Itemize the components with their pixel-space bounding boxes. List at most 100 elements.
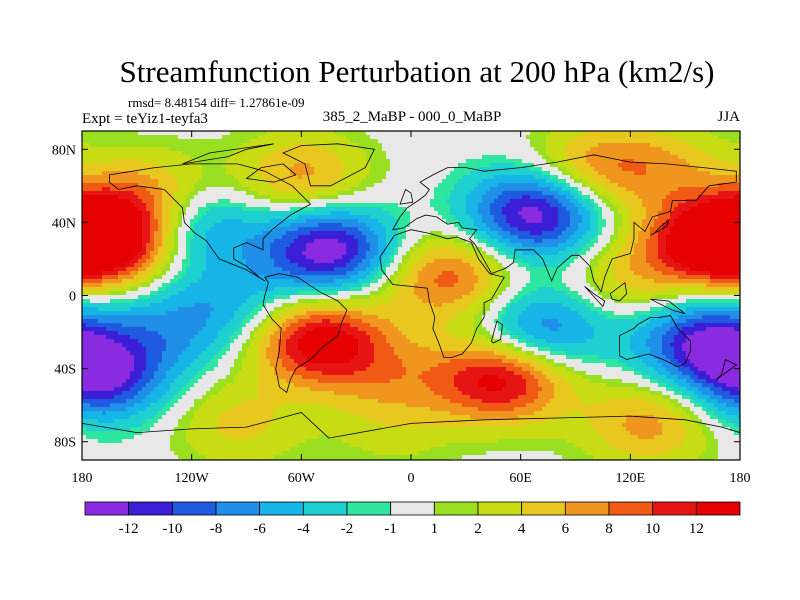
field-cell [250, 187, 255, 192]
field-cell [266, 175, 271, 180]
field-cell [462, 207, 467, 212]
field-cell [286, 147, 291, 152]
field-cell [106, 215, 111, 220]
field-cell [122, 215, 127, 220]
field-cell [226, 159, 231, 164]
field-cell [82, 227, 87, 232]
field-cell [502, 183, 507, 188]
field-cell [482, 187, 487, 192]
field-cell [634, 183, 639, 188]
field-cell [578, 247, 583, 252]
field-cell [342, 247, 347, 252]
field-cell [266, 195, 271, 200]
field-cell [118, 167, 123, 172]
field-cell [622, 171, 627, 176]
field-cell [518, 143, 523, 148]
field-cell [494, 199, 499, 204]
field-cell [122, 155, 127, 160]
field-cell [646, 235, 651, 240]
field-cell [702, 227, 707, 232]
field-cell [618, 175, 623, 180]
field-cell [450, 231, 455, 236]
field-cell [626, 163, 631, 168]
field-cell [166, 171, 171, 176]
field-cell [402, 211, 407, 216]
field-cell [306, 235, 311, 240]
field-cell [410, 235, 415, 240]
field-cell [510, 203, 515, 208]
field-cell [670, 147, 675, 152]
field-cell [474, 187, 479, 192]
field-cell [170, 139, 175, 144]
field-cell [354, 231, 359, 236]
field-cell [82, 195, 87, 200]
field-cell [298, 171, 303, 176]
field-cell [598, 175, 603, 180]
field-cell [382, 159, 387, 164]
field-cell [130, 223, 135, 228]
field-cell [442, 231, 447, 236]
field-cell [150, 151, 155, 156]
field-cell [94, 247, 99, 252]
field-cell [90, 227, 95, 232]
field-cell [274, 207, 279, 212]
field-cell [510, 247, 515, 252]
field-cell [394, 183, 399, 188]
field-cell [694, 231, 699, 236]
field-cell [642, 243, 647, 248]
field-cell [550, 211, 555, 216]
field-cell [690, 167, 695, 172]
field-cell [526, 243, 531, 248]
field-cell [154, 135, 159, 140]
field-cell [518, 175, 523, 180]
field-cell [114, 183, 119, 188]
field-cell [662, 239, 667, 244]
field-cell [622, 243, 627, 248]
field-cell [298, 135, 303, 140]
field-cell [362, 171, 367, 176]
field-cell [726, 131, 731, 136]
field-cell [610, 187, 615, 192]
field-cell [578, 163, 583, 168]
field-cell [338, 187, 343, 192]
field-cell [354, 243, 359, 248]
field-cell [702, 159, 707, 164]
field-cell [690, 175, 695, 180]
field-cell [342, 135, 347, 140]
field-cell [250, 235, 255, 240]
field-cell [606, 175, 611, 180]
field-cell [606, 215, 611, 220]
field-cell [734, 203, 739, 208]
field-cell [650, 135, 655, 140]
field-cell [262, 175, 267, 180]
field-cell [430, 247, 435, 252]
field-cell [106, 155, 111, 160]
field-cell [218, 143, 223, 148]
field-cell [378, 131, 383, 136]
field-cell [570, 247, 575, 252]
field-cell [338, 195, 343, 200]
field-cell [138, 179, 143, 184]
field-cell [502, 159, 507, 164]
field-cell [382, 179, 387, 184]
field-cell [298, 247, 303, 252]
field-cell [482, 175, 487, 180]
field-cell [382, 199, 387, 204]
field-cell [174, 231, 179, 236]
field-cell [302, 243, 307, 248]
field-cell [642, 219, 647, 224]
field-cell [198, 167, 203, 172]
field-cell [486, 143, 491, 148]
field-cell [566, 151, 571, 156]
field-cell [186, 131, 191, 136]
field-cell [190, 151, 195, 156]
field-cell [666, 203, 671, 208]
field-cell [570, 159, 575, 164]
field-cell [710, 191, 715, 196]
field-cell [146, 155, 151, 160]
field-cell [534, 131, 539, 136]
field-cell [426, 155, 431, 160]
field-cell [350, 195, 355, 200]
field-cell [482, 191, 487, 196]
field-cell [82, 167, 87, 172]
